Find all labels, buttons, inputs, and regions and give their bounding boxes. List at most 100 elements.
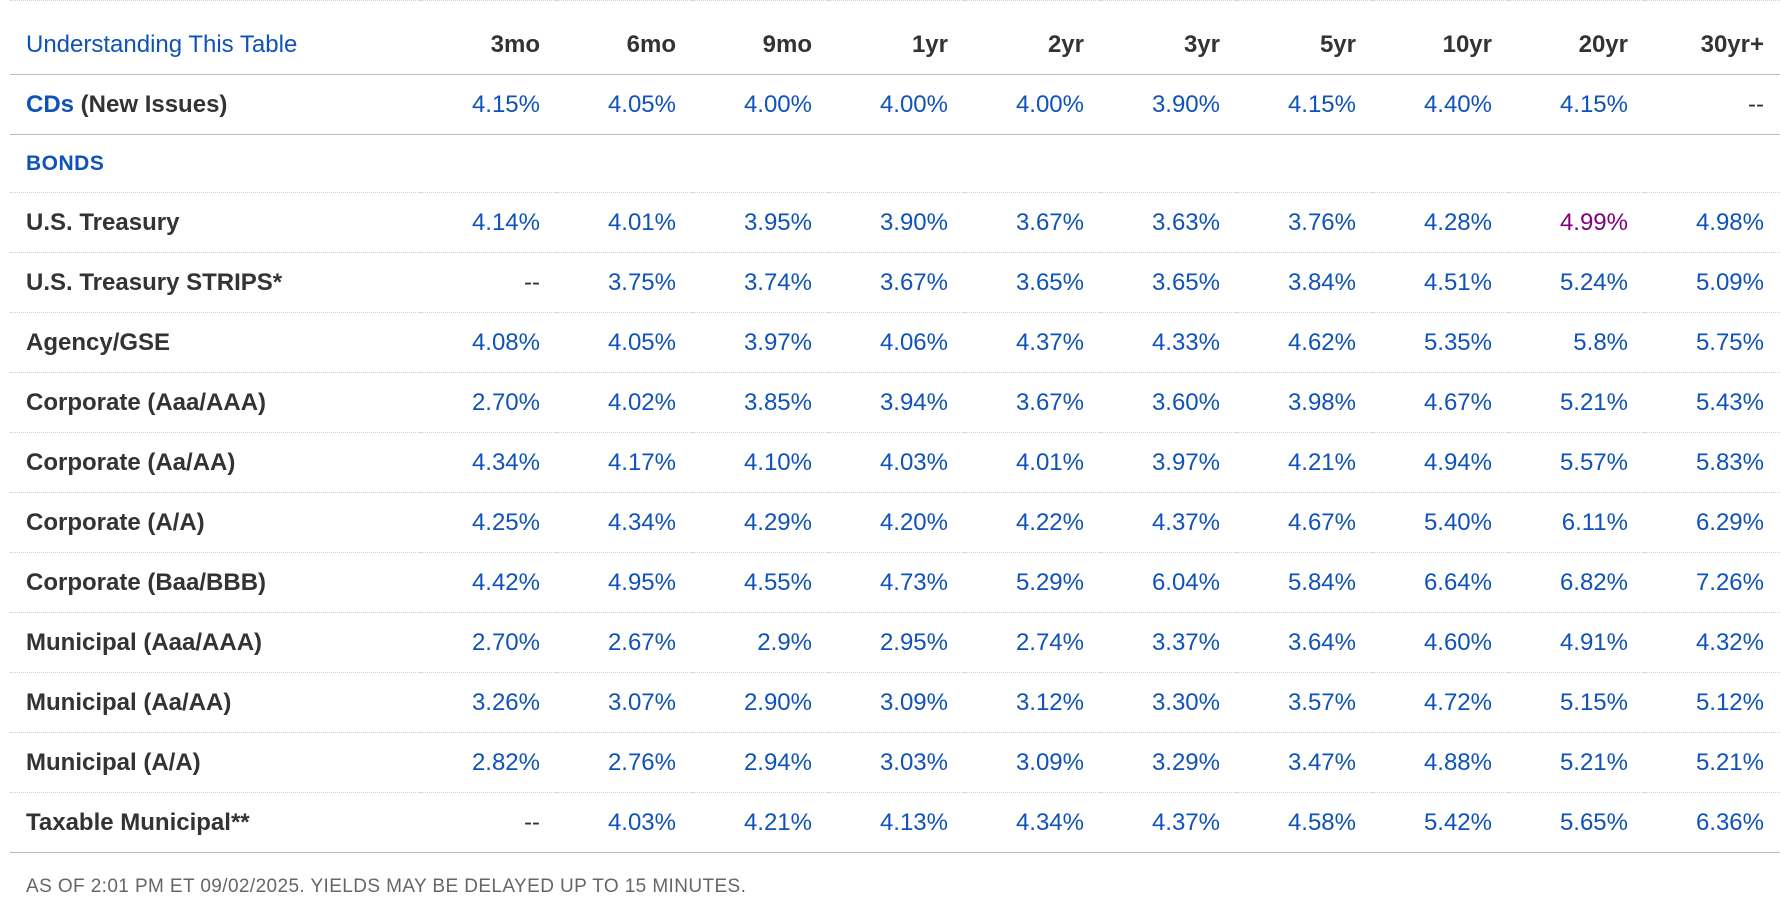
yield-value[interactable]: 4.29%	[743, 508, 812, 536]
yield-value[interactable]: 6.29%	[1695, 508, 1764, 536]
yield-value[interactable]: 3.07%	[607, 688, 676, 716]
yield-value[interactable]: 2.94%	[743, 748, 812, 776]
yield-value[interactable]: 4.95%	[607, 568, 676, 596]
yield-value[interactable]: 4.02%	[607, 388, 676, 416]
yield-value[interactable]: 5.21%	[1559, 388, 1628, 416]
yield-value[interactable]: 3.84%	[1287, 268, 1356, 296]
yield-value[interactable]: 5.15%	[1559, 688, 1628, 716]
yield-value[interactable]: 4.91%	[1559, 628, 1628, 656]
yield-value[interactable]: 4.40%	[1423, 90, 1492, 118]
yield-value[interactable]: 5.24%	[1559, 268, 1628, 296]
yield-value[interactable]: 3.85%	[743, 388, 812, 416]
yield-value[interactable]: 3.67%	[879, 268, 948, 296]
yield-value[interactable]: 4.58%	[1287, 808, 1356, 836]
yield-value[interactable]: 4.21%	[1287, 448, 1356, 476]
yield-value[interactable]: 3.29%	[1151, 748, 1220, 776]
yield-value[interactable]: 4.21%	[743, 808, 812, 836]
yield-value[interactable]: 4.25%	[471, 508, 540, 536]
yield-value[interactable]: 6.04%	[1151, 568, 1220, 596]
yield-value[interactable]: 4.28%	[1423, 208, 1492, 236]
yield-value[interactable]: 4.05%	[607, 328, 676, 356]
yield-value[interactable]: 4.55%	[743, 568, 812, 596]
yield-value[interactable]: 4.73%	[879, 568, 948, 596]
yield-value[interactable]: 7.26%	[1695, 568, 1764, 596]
yield-value[interactable]: 3.76%	[1287, 208, 1356, 236]
yield-value[interactable]: 3.12%	[1015, 688, 1084, 716]
yield-value[interactable]: 5.09%	[1695, 268, 1764, 296]
yield-value[interactable]: 4.34%	[607, 508, 676, 536]
yield-value[interactable]: 3.90%	[1151, 90, 1220, 118]
yield-value[interactable]: 4.01%	[607, 208, 676, 236]
yield-value[interactable]: 4.33%	[1151, 328, 1220, 356]
yield-value[interactable]: 4.42%	[471, 568, 540, 596]
yield-value[interactable]: 4.05%	[607, 90, 676, 118]
yield-value[interactable]: 4.03%	[607, 808, 676, 836]
yield-value[interactable]: 2.90%	[743, 688, 812, 716]
yield-value[interactable]: 4.20%	[879, 508, 948, 536]
yield-value[interactable]: 5.35%	[1423, 328, 1492, 356]
understanding-this-table-link[interactable]: Understanding This Table	[26, 30, 298, 58]
yield-value[interactable]: 4.72%	[1423, 688, 1492, 716]
yield-value[interactable]: 5.43%	[1695, 388, 1764, 416]
yield-value[interactable]: 3.75%	[607, 268, 676, 296]
yield-value[interactable]: 3.97%	[1151, 448, 1220, 476]
yield-value[interactable]: 2.9%	[757, 628, 812, 656]
yield-value[interactable]: 3.03%	[879, 748, 948, 776]
yield-value[interactable]: 4.67%	[1423, 388, 1492, 416]
yield-value[interactable]: 4.00%	[1015, 90, 1084, 118]
yield-value[interactable]: 4.08%	[471, 328, 540, 356]
yield-value[interactable]: 3.98%	[1287, 388, 1356, 416]
yield-value[interactable]: 3.64%	[1287, 628, 1356, 656]
yield-value[interactable]: 5.65%	[1559, 808, 1628, 836]
yield-value[interactable]: 3.37%	[1151, 628, 1220, 656]
yield-value[interactable]: 4.37%	[1015, 328, 1084, 356]
yield-value[interactable]: 4.34%	[1015, 808, 1084, 836]
yield-value[interactable]: 3.30%	[1151, 688, 1220, 716]
yield-value[interactable]: 3.67%	[1015, 388, 1084, 416]
yield-value[interactable]: 5.29%	[1015, 568, 1084, 596]
yield-value[interactable]: 3.09%	[1015, 748, 1084, 776]
yield-value[interactable]: 4.00%	[743, 90, 812, 118]
yield-value[interactable]: 2.74%	[1015, 628, 1084, 656]
yield-value[interactable]: 3.63%	[1151, 208, 1220, 236]
yield-value[interactable]: 4.06%	[879, 328, 948, 356]
yield-value[interactable]: 5.57%	[1559, 448, 1628, 476]
yield-value[interactable]: 5.8%	[1573, 328, 1628, 356]
yield-value[interactable]: 6.64%	[1423, 568, 1492, 596]
yield-value[interactable]: 4.37%	[1151, 808, 1220, 836]
yield-value[interactable]: 4.15%	[1559, 90, 1628, 118]
yield-value[interactable]: 3.09%	[879, 688, 948, 716]
yield-value[interactable]: 3.94%	[879, 388, 948, 416]
yield-value[interactable]: 4.01%	[1015, 448, 1084, 476]
yield-value[interactable]: 3.95%	[743, 208, 812, 236]
yield-value[interactable]: 4.03%	[879, 448, 948, 476]
yield-value[interactable]: 2.70%	[471, 388, 540, 416]
yield-value[interactable]: 2.67%	[607, 628, 676, 656]
yield-value[interactable]: 6.36%	[1695, 808, 1764, 836]
yield-value[interactable]: 4.15%	[1287, 90, 1356, 118]
yield-value[interactable]: 4.14%	[471, 208, 540, 236]
yield-value[interactable]: 4.62%	[1287, 328, 1356, 356]
yield-value[interactable]: 3.26%	[471, 688, 540, 716]
yield-value[interactable]: 4.15%	[471, 90, 540, 118]
yield-value[interactable]: 4.99%	[1559, 208, 1628, 236]
yield-value[interactable]: 5.84%	[1287, 568, 1356, 596]
yield-value[interactable]: 5.40%	[1423, 508, 1492, 536]
yield-value[interactable]: 6.82%	[1559, 568, 1628, 596]
yield-value[interactable]: 4.00%	[879, 90, 948, 118]
yield-value[interactable]: 4.10%	[743, 448, 812, 476]
yield-value[interactable]: 3.65%	[1015, 268, 1084, 296]
yield-value[interactable]: 3.57%	[1287, 688, 1356, 716]
yield-value[interactable]: 2.76%	[607, 748, 676, 776]
yield-value[interactable]: 3.90%	[879, 208, 948, 236]
yield-value[interactable]: 4.88%	[1423, 748, 1492, 776]
yield-value[interactable]: 6.11%	[1561, 508, 1628, 536]
yield-value[interactable]: 4.94%	[1423, 448, 1492, 476]
yield-value[interactable]: 4.22%	[1015, 508, 1084, 536]
yield-value[interactable]: 3.97%	[743, 328, 812, 356]
yield-value[interactable]: 4.67%	[1287, 508, 1356, 536]
yield-value[interactable]: 2.82%	[471, 748, 540, 776]
yield-value[interactable]: 4.13%	[879, 808, 948, 836]
yield-value[interactable]: 5.12%	[1695, 688, 1764, 716]
yield-value[interactable]: 4.34%	[471, 448, 540, 476]
